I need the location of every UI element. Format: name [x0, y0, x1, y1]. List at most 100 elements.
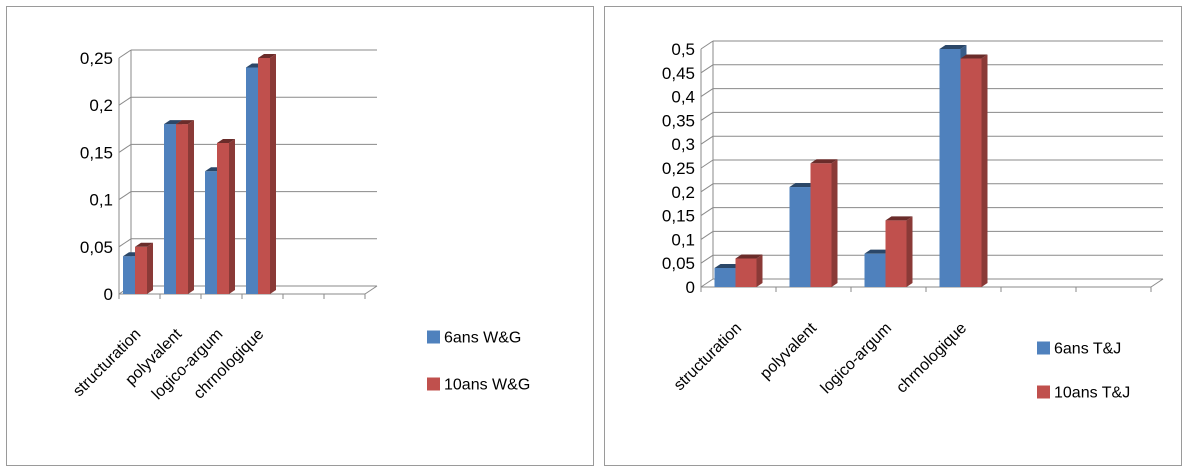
bar-top	[789, 183, 817, 188]
y-tick-label: 0,2	[89, 96, 113, 115]
y-tick-label: 0,35	[662, 111, 695, 130]
bars	[714, 45, 988, 287]
bars	[123, 54, 276, 294]
bar-front	[714, 267, 736, 287]
bar-side	[906, 216, 913, 287]
bar-side	[981, 54, 988, 287]
bar-top	[810, 159, 838, 164]
bar-series2-structuration	[735, 254, 763, 287]
y-tick-label: 0	[104, 285, 113, 304]
gridline-side	[118, 143, 132, 153]
chart-panel-tj: 0 0,05 0,1 0,15 0,2 0,25 0,3 0,35 0,4 0,45 0,5 stru…	[604, 6, 1182, 466]
y-tick-label: 0,05	[662, 254, 695, 273]
bar-front	[164, 124, 176, 294]
legend-item: 6ans T&J	[1037, 341, 1121, 358]
bar-front	[135, 246, 147, 294]
gridline-side	[118, 49, 132, 59]
legend-label: 10ans T&J	[1054, 385, 1130, 402]
bar-top	[714, 263, 742, 268]
axes	[118, 50, 378, 299]
floor-right-edge	[364, 285, 378, 295]
bar-series2-logico-argum	[885, 216, 913, 287]
gridline-side	[700, 207, 714, 217]
y-tick-label: 0,25	[80, 49, 113, 68]
bar-top	[135, 242, 153, 247]
y-tick-label: 0	[686, 278, 695, 297]
bar-front	[246, 67, 258, 294]
bar-front	[789, 187, 811, 287]
bar-side	[756, 254, 763, 287]
legend-swatch	[1037, 341, 1050, 355]
bar-top	[885, 216, 913, 221]
gridline-side	[118, 191, 132, 201]
gridline-side	[700, 88, 714, 98]
bar-top	[176, 120, 194, 125]
bar-front	[176, 124, 188, 294]
axes	[700, 41, 1164, 292]
bar-top	[939, 45, 967, 49]
bar-front	[205, 171, 217, 294]
bar-front	[810, 163, 832, 287]
x-tick-label: structuration	[671, 320, 745, 394]
legend-swatch	[1037, 385, 1050, 399]
gridline-side	[700, 254, 714, 264]
bar-top	[258, 54, 276, 58]
bar-front	[258, 58, 270, 294]
bar-front	[735, 258, 757, 287]
y-tick-label: 0,45	[662, 64, 695, 83]
legend-swatch	[427, 330, 440, 344]
chart-wg: 00,050,10,150,20,25structurationpolyvale…	[70, 49, 530, 403]
legend-label: 6ans W&G	[444, 330, 521, 347]
legend-item: 6ans W&G	[427, 330, 521, 347]
x-tick-label: polyvalent	[757, 319, 820, 382]
bar-front	[885, 220, 907, 287]
bar-series2-chrnologique	[960, 54, 988, 287]
bar-front	[217, 142, 229, 294]
legend: 6ans T&J 10ans T&J	[1037, 341, 1130, 402]
bar-front	[123, 256, 135, 294]
gridline-side	[700, 64, 714, 74]
y-tick-label: 0,25	[662, 159, 695, 178]
chart-panel-wg: 0 0,05 0,1 0,15 0,2 0,25 structuration polyvale…	[6, 6, 594, 466]
legend: 6ans W&G 10ans W&G	[427, 330, 530, 394]
bar-series2-polyvalent	[810, 159, 838, 287]
legend-item: 10ans T&J	[1037, 385, 1130, 402]
bar-side	[188, 120, 194, 294]
gridline-side	[700, 40, 714, 50]
bar-top	[864, 249, 892, 254]
gridline-side	[118, 238, 132, 248]
legend-label: 6ans T&J	[1054, 341, 1121, 358]
y-tick-label: 0,2	[671, 183, 695, 202]
gridline-side	[700, 135, 714, 145]
x-tick-label: chrnologique	[893, 320, 970, 397]
gridline-side	[700, 230, 714, 240]
bar-front	[864, 253, 886, 287]
bar-side	[147, 242, 153, 294]
bar-top	[735, 254, 763, 259]
gridline-side	[700, 183, 714, 193]
bar-top	[217, 138, 235, 143]
floor-right-edge	[1150, 278, 1164, 288]
bar-front	[939, 49, 961, 287]
gridline-side	[700, 159, 714, 169]
bar-side	[229, 138, 235, 294]
bar-top	[960, 54, 988, 59]
legend-item: 10ans W&G	[427, 377, 530, 394]
bar-side	[270, 54, 276, 294]
y-tick-label: 0,5	[671, 40, 695, 59]
gridline-side	[700, 278, 714, 288]
bar-series2-structuration	[135, 242, 153, 294]
bar-series2-chrnologique	[258, 54, 276, 294]
y-tick-label: 0,1	[671, 230, 695, 249]
bar-front	[960, 58, 982, 287]
y-tick-label: 0,15	[662, 207, 695, 226]
y-tick-label: 0,4	[671, 88, 695, 107]
bar-series2-logico-argum	[217, 138, 235, 294]
gridlines	[700, 40, 1163, 288]
x-tick-label: logico-argum	[818, 320, 895, 397]
bar-series2-polyvalent	[176, 120, 194, 294]
y-tick-label: 0,3	[671, 135, 695, 154]
chart-tj: 0 0,05 0,1 0,15 0,2 0,25 0,3 0,35 0,4 0,45 0,5 stru…	[662, 40, 1164, 402]
gridline-side	[700, 111, 714, 121]
y-tick-label: 0,15	[80, 143, 113, 162]
